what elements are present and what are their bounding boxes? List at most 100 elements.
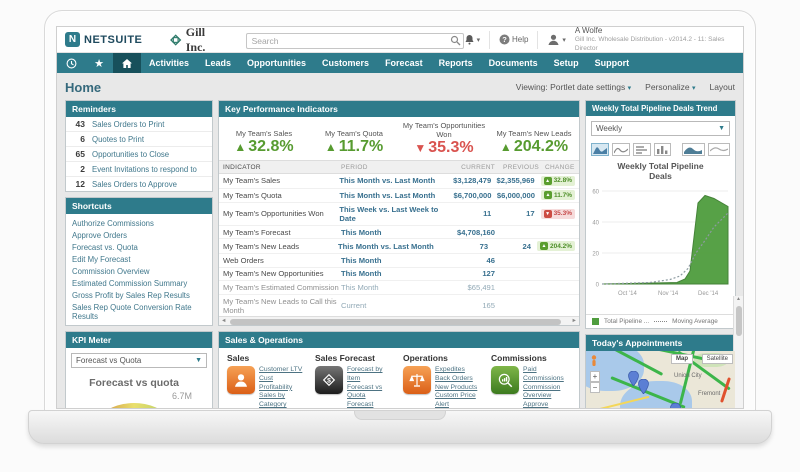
map-marker-icon[interactable]: [628, 371, 639, 387]
notifications-button[interactable]: ▾: [464, 34, 480, 45]
trend-light-button[interactable]: [707, 143, 731, 156]
kpi-previous[interactable]: 17: [526, 209, 535, 219]
layout-button[interactable]: Layout: [709, 82, 735, 92]
report-link[interactable]: Approve Commissions: [523, 401, 549, 409]
trend-dark-button[interactable]: [682, 143, 705, 156]
kpi-current[interactable]: $3,128,479: [453, 176, 492, 186]
kpi-indicator[interactable]: My Team's Estimated Commission: [223, 282, 339, 292]
personalize-dropdown[interactable]: Personalize ▾: [645, 82, 696, 92]
help-button[interactable]: ? Help: [499, 34, 528, 45]
report-link[interactable]: New Products: [435, 383, 478, 391]
zoom-in-button[interactable]: +: [590, 371, 600, 383]
kpi-indicator[interactable]: My Team's Quota: [223, 190, 282, 200]
map-marker-icon[interactable]: [670, 403, 681, 409]
kpi-current[interactable]: $65,491: [467, 282, 495, 292]
nav-item-opportunities[interactable]: Opportunities: [247, 58, 307, 68]
kpi-previous[interactable]: 24: [522, 241, 531, 251]
shortcut-link[interactable]: Commission Overview: [72, 266, 150, 276]
kpi-period[interactable]: This Month: [341, 255, 382, 265]
kpi-summary-opportunities-won[interactable]: My Team's Opportunities Won ▼ 35.3%: [399, 121, 489, 157]
report-link[interactable]: Expedites: [435, 366, 465, 374]
map-view-button[interactable]: Map: [671, 354, 693, 365]
report-link[interactable]: Back Orders: [435, 375, 473, 383]
line-chart-button[interactable]: [611, 143, 630, 156]
kpi-period[interactable]: This Month vs. Last Month: [338, 241, 434, 251]
reminder-item[interactable]: 6 Quotes to Print: [66, 132, 212, 147]
nav-item-leads[interactable]: Leads: [205, 58, 232, 68]
nav-item-support[interactable]: Support: [594, 58, 630, 68]
kpi-period[interactable]: This Month vs. Last Month: [339, 176, 436, 186]
kpi-meter-selector[interactable]: Forecast vs Quota ▼: [71, 353, 207, 368]
shortcut-link[interactable]: Forecast vs. Quota: [72, 242, 138, 252]
reminder-label[interactable]: Opportunities to Close: [92, 149, 170, 159]
report-link[interactable]: Forecast Accuracy: [347, 401, 374, 409]
report-link[interactable]: Forecast by Item: [347, 366, 383, 383]
scroll-left-arrow[interactable]: ◄: [221, 318, 227, 325]
viewing-dropdown[interactable]: Viewing: Portlet date settings ▾: [515, 82, 632, 92]
nav-item-activities[interactable]: Activities: [149, 58, 190, 68]
shortcut-link[interactable]: Sales Rep Quote Conversion Rate Results: [72, 302, 192, 321]
report-link[interactable]: Forecast vs Quota: [347, 383, 383, 400]
area-chart-button[interactable]: [591, 143, 609, 156]
kpi-current[interactable]: 127: [482, 269, 495, 279]
kpi-indicator[interactable]: Web Orders: [223, 255, 264, 265]
kpi-current[interactable]: $4,708,160: [456, 227, 495, 237]
appointments-map[interactable]: Map Satellite Union City Fremont Palo Al…: [586, 351, 735, 409]
nav-item-reports[interactable]: Reports: [438, 58, 473, 68]
stacked-chart-button[interactable]: [632, 143, 651, 156]
reminder-item[interactable]: 12 Sales Orders to Approve: [66, 177, 212, 191]
scroll-thumb[interactable]: [230, 318, 561, 325]
kpi-indicator[interactable]: My Team's Sales: [223, 176, 281, 186]
shortcut-link[interactable]: Estimated Commission Summary: [72, 278, 188, 288]
nav-item-setup[interactable]: Setup: [553, 58, 579, 68]
kpi-period[interactable]: This Month: [341, 269, 382, 279]
nav-item-forecast[interactable]: Forecast: [385, 58, 423, 68]
kpi-period[interactable]: This Week vs. Last Week to Date: [339, 204, 439, 223]
kpi-period[interactable]: This Month: [341, 227, 382, 237]
kpi-indicator[interactable]: My Team's New Opportunities: [223, 269, 324, 279]
nav-item-customers[interactable]: Customers: [322, 58, 370, 68]
shortcut-link[interactable]: Gross Profit by Sales Rep Results: [72, 290, 190, 300]
reminder-item[interactable]: 65 Opportunities to Close: [66, 147, 212, 162]
report-link[interactable]: Custom Price Alert: [435, 392, 476, 409]
report-link[interactable]: Customer LTV: [259, 366, 303, 374]
reminder-item[interactable]: 43 Sales Orders to Print: [66, 117, 212, 132]
reminder-label[interactable]: Event Invitations to respond to: [92, 164, 197, 174]
satellite-view-button[interactable]: Satellite: [701, 354, 733, 365]
scroll-right-arrow[interactable]: ►: [571, 318, 577, 325]
kpi-period[interactable]: This Month: [341, 282, 379, 292]
search-icon[interactable]: [450, 33, 461, 51]
shortcut-link[interactable]: Approve Orders: [72, 230, 128, 240]
kpi-summary-new-leads[interactable]: My Team's New Leads ▲ 204.2%: [489, 121, 579, 157]
user-menu-button[interactable]: ▾: [547, 33, 566, 46]
kpi-current[interactable]: 46: [486, 255, 495, 265]
reminder-label[interactable]: Quotes to Print: [92, 134, 145, 144]
scroll-thumb[interactable]: [735, 306, 742, 336]
shortcut-link[interactable]: Edit My Forecast: [72, 254, 131, 264]
favorites-button[interactable]: ★: [85, 53, 113, 73]
zoom-out-button[interactable]: −: [590, 382, 600, 394]
netsuite-logo[interactable]: N NETSUITE: [65, 32, 142, 47]
kpi-horizontal-scrollbar[interactable]: ◄ ►: [219, 316, 579, 326]
kpi-summary-sales[interactable]: My Team's Sales ▲ 32.8%: [219, 121, 309, 157]
search-input[interactable]: [245, 32, 464, 49]
report-link[interactable]: Paid Commissions: [523, 366, 564, 383]
kpi-previous[interactable]: $2,355,969: [496, 176, 535, 186]
nav-item-documents[interactable]: Documents: [488, 58, 538, 68]
pegman-icon[interactable]: [590, 355, 598, 369]
report-link[interactable]: Cust Profitability: [259, 375, 293, 391]
reminder-label[interactable]: Sales Orders to Print: [92, 119, 165, 129]
kpi-indicator[interactable]: My Team's New Leads to Call this Month: [223, 296, 337, 315]
kpi-current[interactable]: $6,700,000: [453, 190, 492, 200]
kpi-summary-quota[interactable]: My Team's Quota ▲ 11.7%: [309, 121, 399, 157]
kpi-current[interactable]: 73: [479, 241, 489, 251]
shortcut-link[interactable]: Authorize Commissions: [72, 218, 154, 228]
kpi-indicator[interactable]: My Team's New Leads: [223, 241, 300, 251]
reminder-item[interactable]: 2 Event Invitations to respond to: [66, 162, 212, 177]
report-link[interactable]: Sales by Category: [259, 392, 287, 409]
recent-records-button[interactable]: [57, 53, 85, 73]
reminder-label[interactable]: Sales Orders to Approve: [92, 179, 177, 189]
kpi-indicator[interactable]: My Team's Opportunities Won: [223, 209, 324, 219]
bar-chart-button[interactable]: [653, 143, 672, 156]
kpi-period[interactable]: Current: [341, 301, 367, 311]
